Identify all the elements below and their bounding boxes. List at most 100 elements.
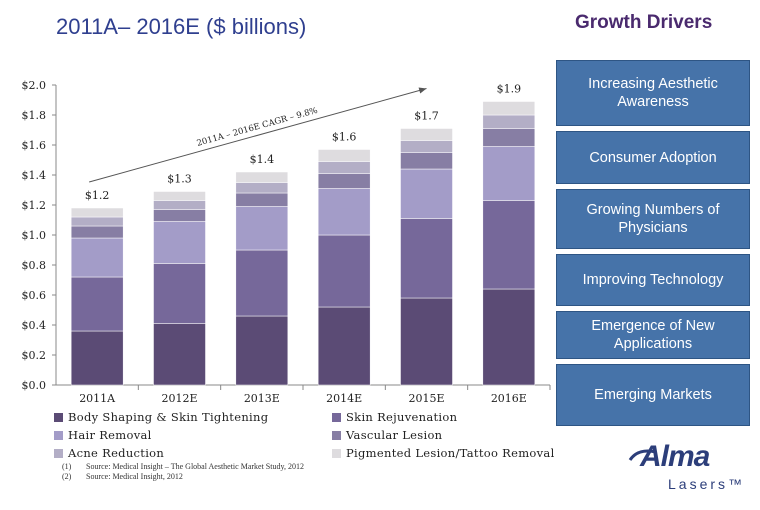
- legend-item-vascular-lesion: Vascular Lesion: [332, 428, 442, 442]
- legend-label: Pigmented Lesion/Tattoo Removal: [346, 446, 555, 460]
- bar-segment: [153, 191, 206, 201]
- logo-main-text: Alma: [640, 440, 710, 473]
- driver-improving-technology: Improving Technology: [556, 254, 750, 306]
- page-title: 2011A– 2016E ($ billions): [56, 14, 307, 39]
- bar-segment: [482, 114, 536, 129]
- total-data-label: $1.2: [85, 189, 110, 202]
- bar-segment: [153, 209, 206, 222]
- legend-swatch: [332, 448, 341, 458]
- bar-segment: [482, 128, 536, 147]
- x-tick-label: 2013E: [244, 392, 280, 405]
- legend-item-hair-removal: Hair Removal: [54, 428, 152, 442]
- y-tick-label: $1.8: [22, 109, 47, 122]
- legend-item-pigmented-lesion: Pigmented Lesion/Tattoo Removal: [332, 446, 555, 460]
- bar-segment: [317, 306, 371, 386]
- footnote-1: (1) Source: Medical Insight – The Global …: [62, 462, 304, 472]
- bar-segment: [235, 182, 289, 194]
- bar-segment: [400, 218, 453, 299]
- y-tick-label: $0.6: [22, 289, 47, 302]
- alma-lasers-logo: Alma Lasers™: [628, 440, 754, 500]
- bar-segment: [400, 128, 453, 141]
- x-tick-label: 2012E: [161, 392, 197, 405]
- legend-item-acne-reduction: Acne Reduction: [54, 446, 164, 460]
- bar-segment: [317, 188, 371, 236]
- legend-label: Body Shaping & Skin Tightening: [68, 410, 269, 424]
- y-tick-label: $0.8: [22, 259, 47, 272]
- growth-drivers-list: Increasing Aesthetic Awareness Consumer …: [556, 60, 750, 431]
- total-data-label: $1.3: [167, 173, 192, 186]
- stacked-bar-chart: $0.0 $0.2 $0.4 $0.6 $0.8 $1.0 $1.2 $1.4 $1.6 $1.8…: [22, 79, 551, 405]
- x-tick-label: 2015E: [408, 392, 444, 405]
- bar-segment: [70, 216, 124, 227]
- y-tick-label: $1.0: [22, 229, 47, 242]
- bar-segment: [317, 173, 371, 189]
- footnote-text: Source: Medical Insight – The Global Aes…: [86, 462, 304, 471]
- total-data-label: $1.7: [414, 110, 439, 123]
- bar-segment: [482, 200, 536, 290]
- driver-consumer-adoption: Consumer Adoption: [556, 131, 750, 184]
- y-tick-label: $1.6: [22, 139, 47, 152]
- bar-segment: [482, 101, 536, 116]
- y-tick-label: $0.2: [22, 349, 47, 362]
- bar-segment: [400, 140, 453, 153]
- y-tick-label: $0.0: [22, 379, 47, 392]
- bar-segment: [70, 225, 124, 239]
- total-data-label: $1.4: [250, 153, 275, 166]
- legend-swatch: [54, 430, 63, 440]
- footnote-text: Source: Medical Insight, 2012: [86, 472, 183, 481]
- legend-item-body-shaping: Body Shaping & Skin Tightening: [54, 410, 268, 424]
- bar-segment: [153, 200, 206, 210]
- y-tick-label: $1.4: [22, 169, 47, 182]
- legend-label: Vascular Lesion: [346, 428, 443, 442]
- bar-segment: [235, 315, 289, 386]
- bar-segment: [317, 234, 371, 308]
- y-tick-label: $2.0: [22, 79, 47, 92]
- bar-segment: [317, 161, 371, 174]
- logo-swoosh-icon: [628, 449, 657, 461]
- footnote-2: (2) Source: Medical Insight, 2012: [62, 472, 304, 482]
- driver-emergence-of-new-applications: Emergence of New Applications: [556, 311, 750, 359]
- legend-label: Acne Reduction: [68, 446, 165, 460]
- total-data-label: $1.6: [332, 131, 357, 144]
- legend-item-skin-rejuvenation: Skin Rejuvenation: [332, 410, 457, 424]
- driver-emerging-markets: Emerging Markets: [556, 364, 750, 426]
- bar-segment: [153, 323, 206, 386]
- bar-segment: [70, 237, 124, 278]
- bar-segment: [153, 221, 206, 264]
- bar-segment: [482, 288, 536, 386]
- logo-sub-text: Lasers™: [668, 476, 746, 492]
- bar-segment: [482, 146, 536, 201]
- bar-segment: [400, 297, 453, 386]
- bar-segment: [70, 207, 124, 218]
- bar-segment: [70, 330, 124, 386]
- cagr-arrow-head: [418, 87, 427, 94]
- x-tick-label: 2016E: [491, 392, 527, 405]
- bar-segment: [235, 171, 289, 183]
- cagr-arrow-line: [89, 88, 427, 183]
- bar-segment: [317, 149, 371, 162]
- bar-segment: [153, 263, 206, 324]
- bar-segment: [400, 152, 453, 170]
- cagr-annotation: 2011A – 2016E CAGR – 9.8%: [196, 106, 319, 149]
- legend-label: Hair Removal: [68, 428, 152, 442]
- footnote-number: (2): [62, 472, 72, 481]
- bar-segment: [70, 276, 124, 332]
- bar-segment: [400, 168, 453, 219]
- legend-label: Skin Rejuvenation: [346, 410, 458, 424]
- x-tick-label: 2011A: [79, 392, 116, 405]
- legend-swatch: [332, 430, 341, 440]
- total-data-label: $1.9: [497, 83, 522, 96]
- legend-swatch: [54, 448, 63, 458]
- driver-growing-numbers-of-physicians: Growing Numbers of Physicians: [556, 189, 750, 249]
- bar-segment: [235, 249, 289, 317]
- legend-swatch: [54, 412, 63, 422]
- x-tick-label: 2014E: [326, 392, 362, 405]
- footnotes: (1) Source: Medical Insight – The Global …: [62, 462, 304, 482]
- bar-segment: [235, 192, 289, 207]
- legend-swatch: [332, 412, 341, 422]
- growth-drivers-title: Growth Drivers: [575, 12, 713, 33]
- driver-increasing-aesthetic-awareness: Increasing Aesthetic Awareness: [556, 60, 750, 126]
- bar-segment: [235, 206, 289, 251]
- footnote-number: (1): [62, 462, 72, 471]
- y-tick-label: $1.2: [22, 199, 47, 212]
